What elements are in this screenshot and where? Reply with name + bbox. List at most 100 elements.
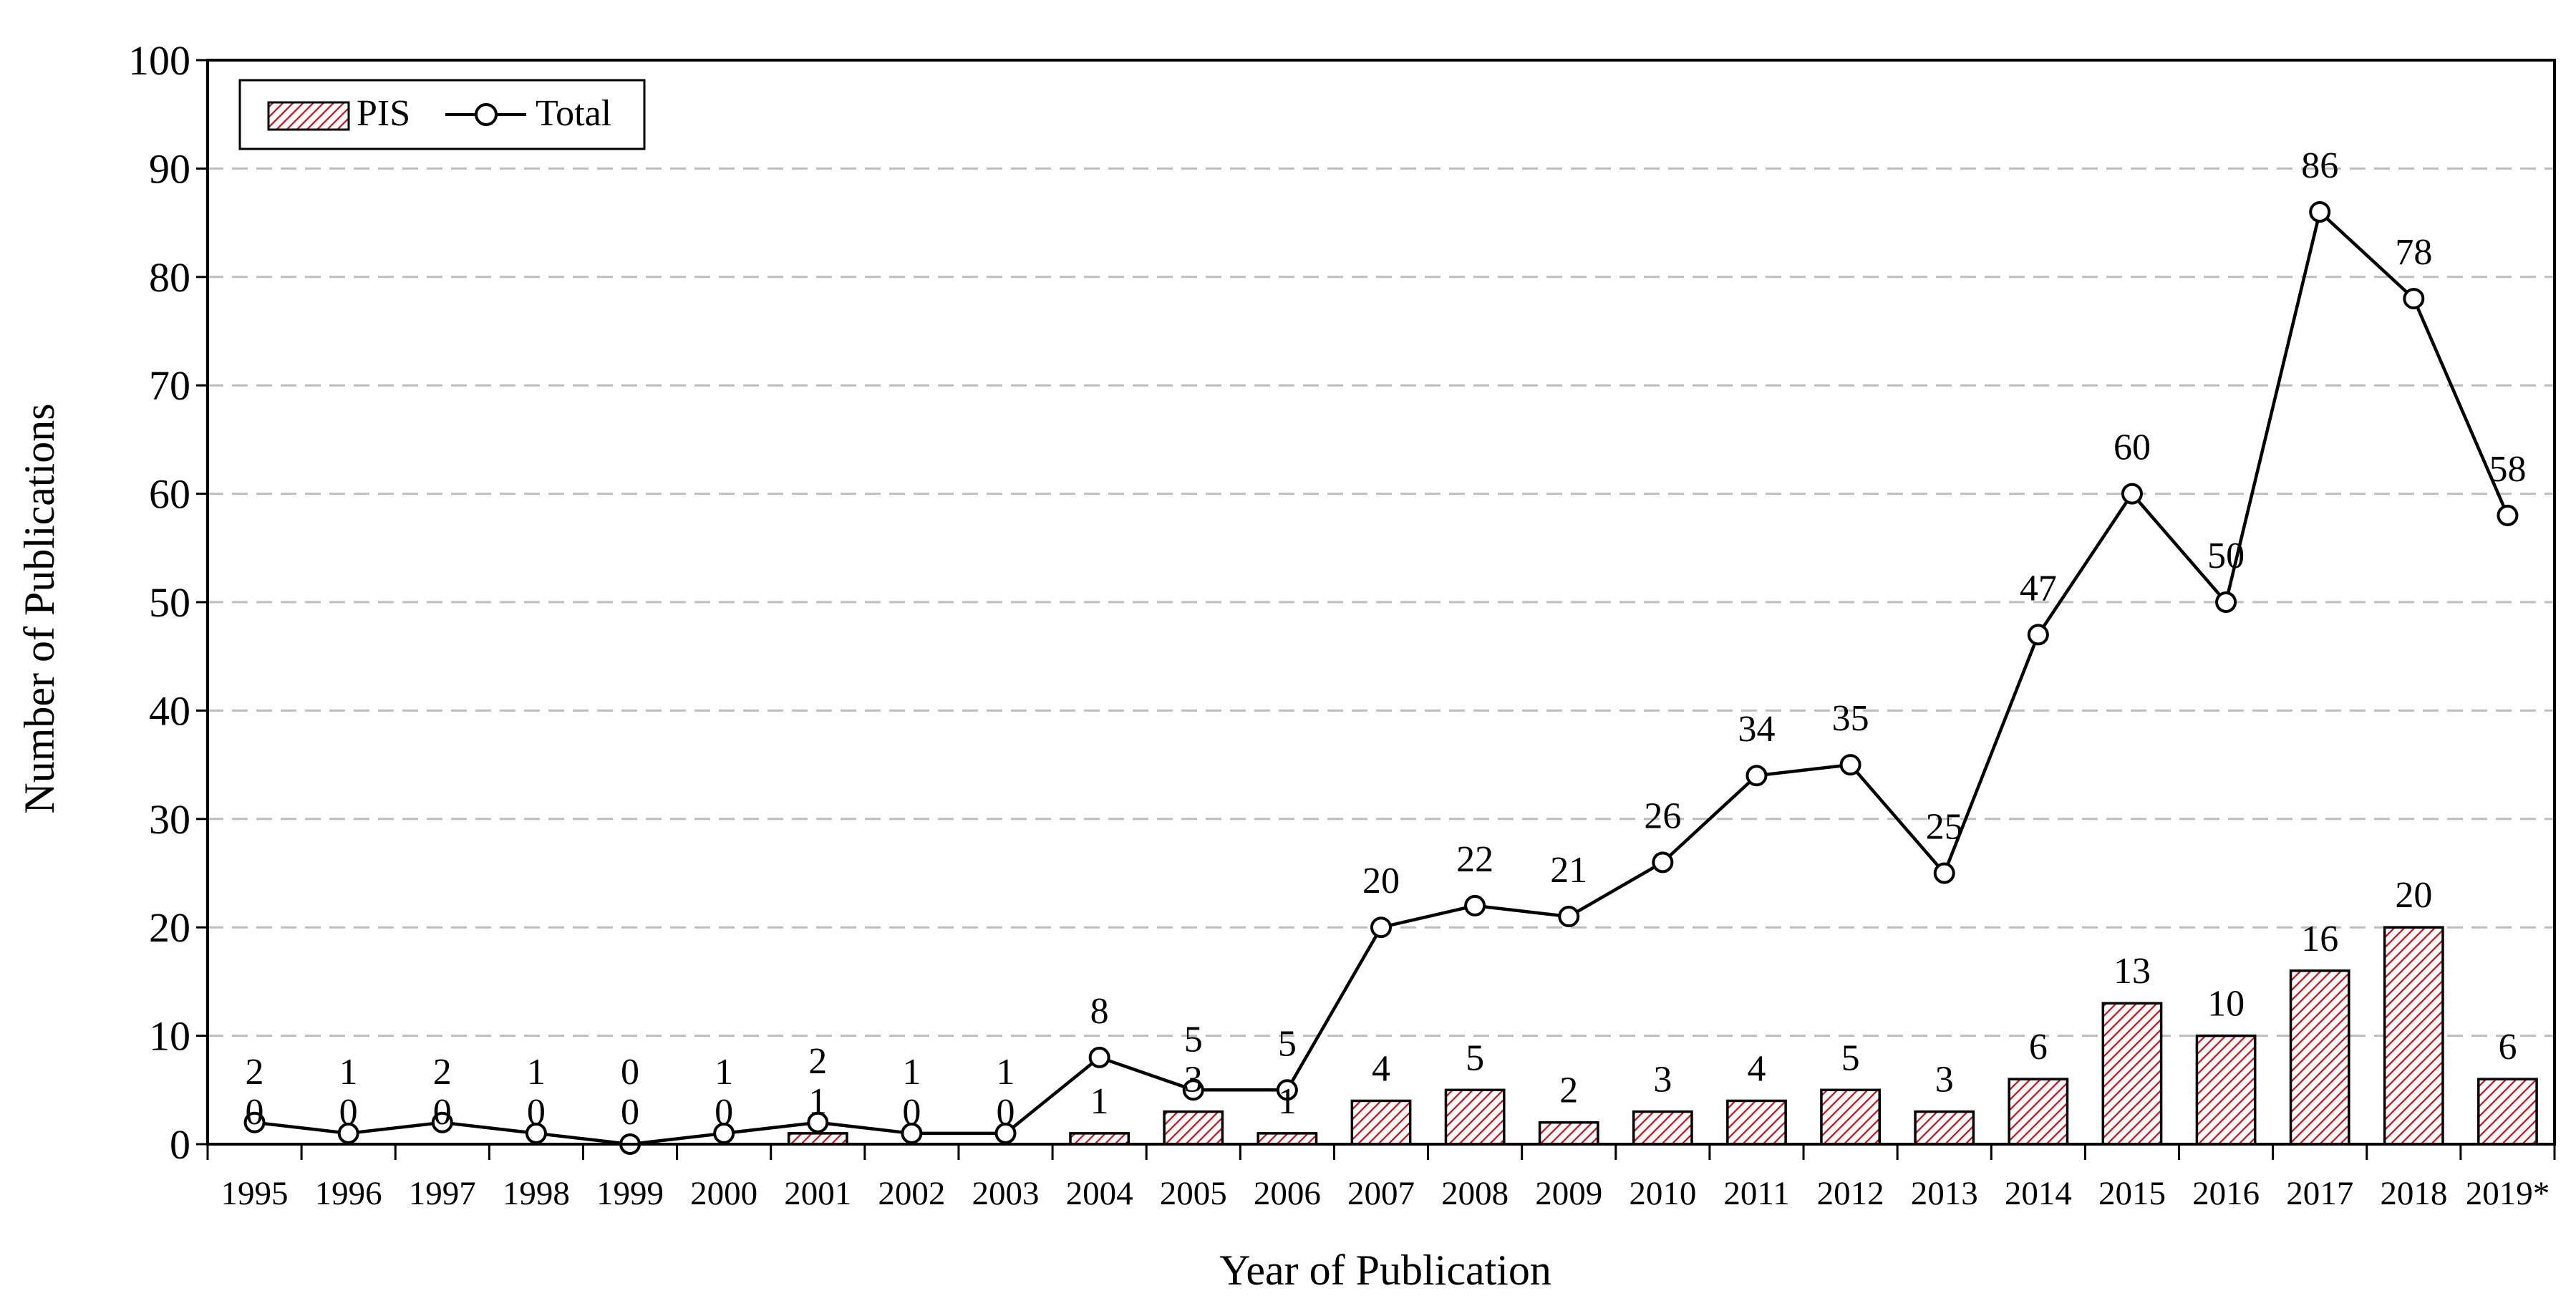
pis-value-label: 0 — [997, 1092, 1015, 1133]
pis-value-label: 6 — [2498, 1027, 2517, 1068]
total-point — [337, 1122, 359, 1144]
x-tick-label: 2002 — [878, 1175, 945, 1212]
total-point — [243, 1111, 266, 1133]
x-tick-label: 2006 — [1254, 1175, 1321, 1212]
pis-value-label: 5 — [1466, 1037, 1484, 1078]
total-point — [1464, 894, 1486, 916]
pis-value-label: 0 — [902, 1092, 921, 1133]
total-value-label: 2 — [808, 1041, 827, 1082]
pis-value-label: 16 — [2301, 919, 2338, 959]
pis-bar — [1538, 1121, 1599, 1146]
total-point — [431, 1111, 453, 1133]
total-value-label: 22 — [1456, 839, 1493, 880]
pis-value-label: 0 — [339, 1092, 358, 1133]
y-axis-title: Number of Publications — [16, 403, 63, 813]
total-point — [1182, 1079, 1204, 1101]
x-tick-label: 2019* — [2466, 1175, 2550, 1212]
x-tick-label: 1995 — [221, 1175, 289, 1212]
total-value-label: 34 — [1738, 709, 1775, 750]
pis-value-label: 1 — [1090, 1081, 1109, 1122]
total-point — [2497, 504, 2519, 526]
total-point — [1088, 1046, 1110, 1068]
total-value-label: 5 — [1184, 1020, 1203, 1060]
pis-bar — [2008, 1078, 2069, 1146]
pis-value-label: 0 — [433, 1092, 452, 1133]
y-tick-label: 60 — [149, 471, 190, 518]
total-value-label: 1 — [902, 1052, 921, 1093]
y-tick-label: 40 — [149, 687, 190, 734]
x-tick-label: 2016 — [2192, 1175, 2260, 1212]
x-tick-label: 2015 — [2098, 1175, 2166, 1212]
pis-bar — [787, 1132, 848, 1146]
pis-value-label: 0 — [715, 1092, 733, 1133]
x-tick-label: 1997 — [409, 1175, 476, 1212]
total-value-label: 1 — [997, 1052, 1015, 1093]
total-value-label: 86 — [2301, 145, 2338, 186]
total-point — [713, 1122, 735, 1144]
total-value-label: 58 — [2489, 449, 2526, 490]
pis-bar — [1632, 1110, 1693, 1146]
pis-bar — [1163, 1110, 1224, 1146]
x-tick-label: 2011 — [1723, 1175, 1789, 1212]
x-tick-label: 2008 — [1441, 1175, 1509, 1212]
x-tick-label: 1998 — [503, 1175, 570, 1212]
total-value-label: 8 — [1090, 991, 1109, 1032]
y-tick-label: 90 — [149, 145, 190, 192]
y-tick-label: 50 — [149, 579, 190, 626]
pis-bar — [1914, 1110, 1975, 1146]
pis-bar — [1820, 1088, 1881, 1146]
total-value-label: 35 — [1832, 698, 1869, 739]
pis-bars — [787, 926, 2538, 1146]
total-value-label: 20 — [1362, 861, 1400, 901]
x-tick-label: 2017 — [2286, 1175, 2353, 1212]
x-tick-label: 2013 — [1911, 1175, 1978, 1212]
x-tick-label: 2009 — [1535, 1175, 1602, 1212]
total-point — [1652, 851, 1674, 874]
pis-value-label: 10 — [2207, 984, 2245, 1025]
total-point — [901, 1122, 923, 1144]
pis-value-label: 4 — [1747, 1048, 1766, 1089]
pis-value-label: 3 — [1935, 1060, 1954, 1100]
legend-total-marker — [475, 103, 498, 126]
pis-bar — [1350, 1099, 1412, 1146]
total-value-label: 5 — [1278, 1023, 1297, 1064]
total-point — [2027, 624, 2049, 646]
total-point — [1370, 916, 1392, 939]
total-point — [2215, 591, 2237, 613]
pis-bar — [1444, 1088, 1506, 1146]
pis-bar — [1256, 1132, 1318, 1146]
total-point — [994, 1122, 1017, 1144]
total-value-label: 26 — [1644, 795, 1681, 836]
y-tick-label: 30 — [149, 796, 190, 843]
total-value-label: 60 — [2113, 427, 2151, 468]
total-value-label: 1 — [715, 1052, 733, 1093]
pis-value-label: 0 — [527, 1092, 546, 1133]
x-axis-title: Year of Publication — [1219, 1247, 1551, 1294]
pis-value-label: 3 — [1653, 1060, 1672, 1100]
y-tick-label: 10 — [149, 1013, 190, 1060]
x-tick-label: 2005 — [1160, 1175, 1227, 1212]
total-value-label: 25 — [1926, 807, 1963, 848]
total-point — [807, 1111, 829, 1133]
total-point — [2121, 483, 2143, 505]
x-tick-label: 2001 — [784, 1175, 851, 1212]
total-point — [1933, 862, 1955, 884]
total-point — [2403, 288, 2425, 310]
legend-pis-swatch — [267, 101, 350, 131]
pis-value-label: 5 — [1841, 1037, 1860, 1078]
total-point — [1276, 1079, 1298, 1101]
total-value-label: 21 — [1550, 850, 1587, 891]
pis-value-label: 13 — [2113, 951, 2151, 992]
total-value-label: 2 — [246, 1052, 264, 1093]
legend: PIS Total — [238, 79, 646, 150]
total-value-label: 0 — [621, 1052, 639, 1093]
pis-value-label: 20 — [2395, 875, 2432, 916]
pis-bar — [2101, 1002, 2163, 1146]
pis-bar — [2289, 969, 2350, 1146]
x-tick-label: 2000 — [690, 1175, 757, 1212]
pis-value-label: 1 — [1278, 1081, 1297, 1122]
pis-value-label: 1 — [808, 1081, 827, 1122]
